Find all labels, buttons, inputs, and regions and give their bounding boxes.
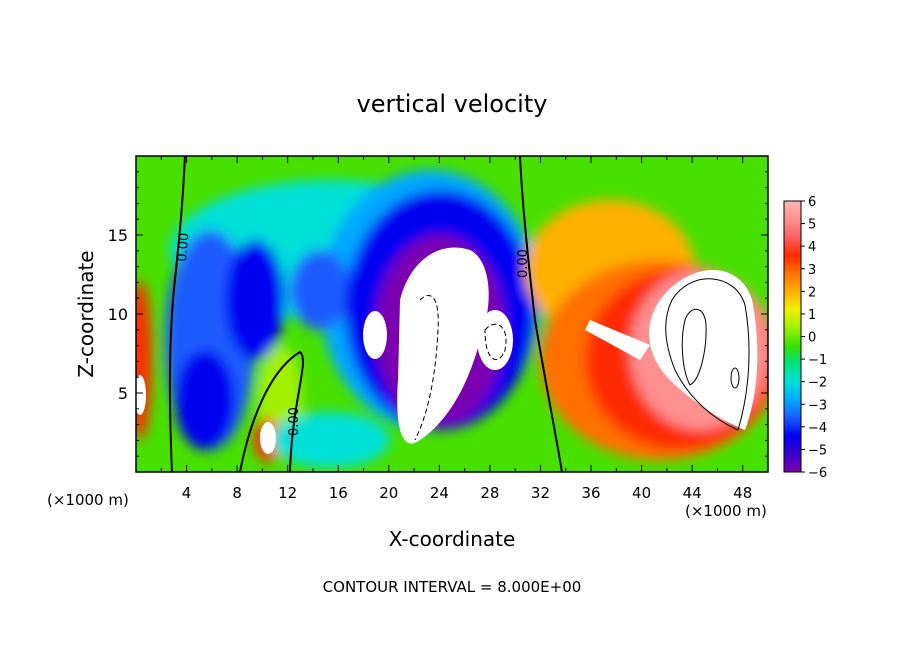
colorbar-ticks: 6 5 4 3 2 1 0 −1 −2 −3 −4 −5 −6 xyxy=(801,195,827,481)
zero-contours xyxy=(168,156,563,472)
x-tick-label: 28 xyxy=(480,484,499,502)
x-tick-label: 16 xyxy=(329,484,348,502)
thin-contours xyxy=(665,278,750,431)
contour-label-right: 0.00 xyxy=(516,249,531,278)
y-tick-label: 5 xyxy=(118,384,128,403)
y-axis-ticks: 5 10 15 xyxy=(108,171,768,457)
x-unit-label-right: (×1000 m) xyxy=(685,502,767,520)
x-tick-label: 4 xyxy=(182,484,192,502)
plot-area xyxy=(136,156,768,472)
colorbar-tick-label: −1 xyxy=(808,353,827,368)
x-tick-label: 20 xyxy=(379,484,398,502)
negative-contours xyxy=(414,295,507,441)
y-tick-label: 15 xyxy=(108,226,128,245)
colorbar-tick-label: −4 xyxy=(808,421,827,436)
colorbar-tick-label: 0 xyxy=(808,331,816,346)
colorbar-tick-label: 2 xyxy=(808,285,816,300)
x-tick-label: 12 xyxy=(278,484,297,502)
chart-title: vertical velocity xyxy=(357,90,548,118)
x-tick-label: 8 xyxy=(232,484,242,502)
colorbar-tick-label: 4 xyxy=(808,240,816,255)
colorbar-tick-label: 6 xyxy=(808,195,816,210)
x-unit-label-left: (×1000 m) xyxy=(47,491,129,509)
colorbar-tick-label: −6 xyxy=(808,466,827,481)
x-tick-label: 32 xyxy=(531,484,550,502)
y-axis-label: Z-coordinate xyxy=(74,250,98,377)
colorbar-tick-label: 5 xyxy=(808,218,816,233)
x-axis-ticks: 4 8 12 16 20 24 28 32 36 40 44 48 xyxy=(160,156,752,502)
y-tick-label: 10 xyxy=(108,305,128,324)
x-tick-label: 36 xyxy=(581,484,600,502)
contour-label-center: 0.00 xyxy=(287,407,302,436)
colorbar-tick-label: −2 xyxy=(808,376,827,391)
colorbar-tick-label: −5 xyxy=(808,443,827,458)
contour-interval-note: CONTOUR INTERVAL = 8.000E+00 xyxy=(323,578,582,596)
saturated-regions xyxy=(136,247,758,454)
x-tick-label: 48 xyxy=(733,484,752,502)
colorbar-tick-label: 1 xyxy=(808,308,816,323)
x-tick-label: 24 xyxy=(430,484,449,502)
colorbar-tick-label: −3 xyxy=(808,398,827,413)
x-tick-label: 40 xyxy=(632,484,651,502)
colorbar xyxy=(783,200,802,473)
contour-label-left: 0.00 xyxy=(175,232,192,262)
x-axis-label: X-coordinate xyxy=(389,527,516,551)
colorbar-bar xyxy=(783,200,802,473)
x-tick-label: 44 xyxy=(683,484,702,502)
colorbar-tick-label: 3 xyxy=(808,263,816,278)
